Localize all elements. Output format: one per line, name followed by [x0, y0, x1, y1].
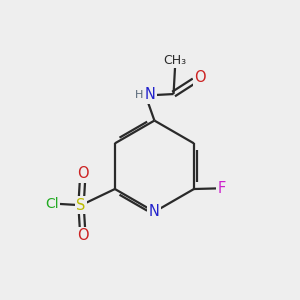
Text: N: N — [149, 204, 160, 219]
Text: O: O — [194, 70, 206, 85]
Text: H: H — [135, 90, 143, 100]
Text: F: F — [217, 181, 225, 196]
Text: O: O — [77, 228, 88, 243]
Text: S: S — [76, 198, 86, 213]
Text: N: N — [144, 87, 155, 102]
Text: Cl: Cl — [45, 197, 58, 211]
Text: O: O — [77, 166, 88, 181]
Text: CH₃: CH₃ — [164, 54, 187, 67]
